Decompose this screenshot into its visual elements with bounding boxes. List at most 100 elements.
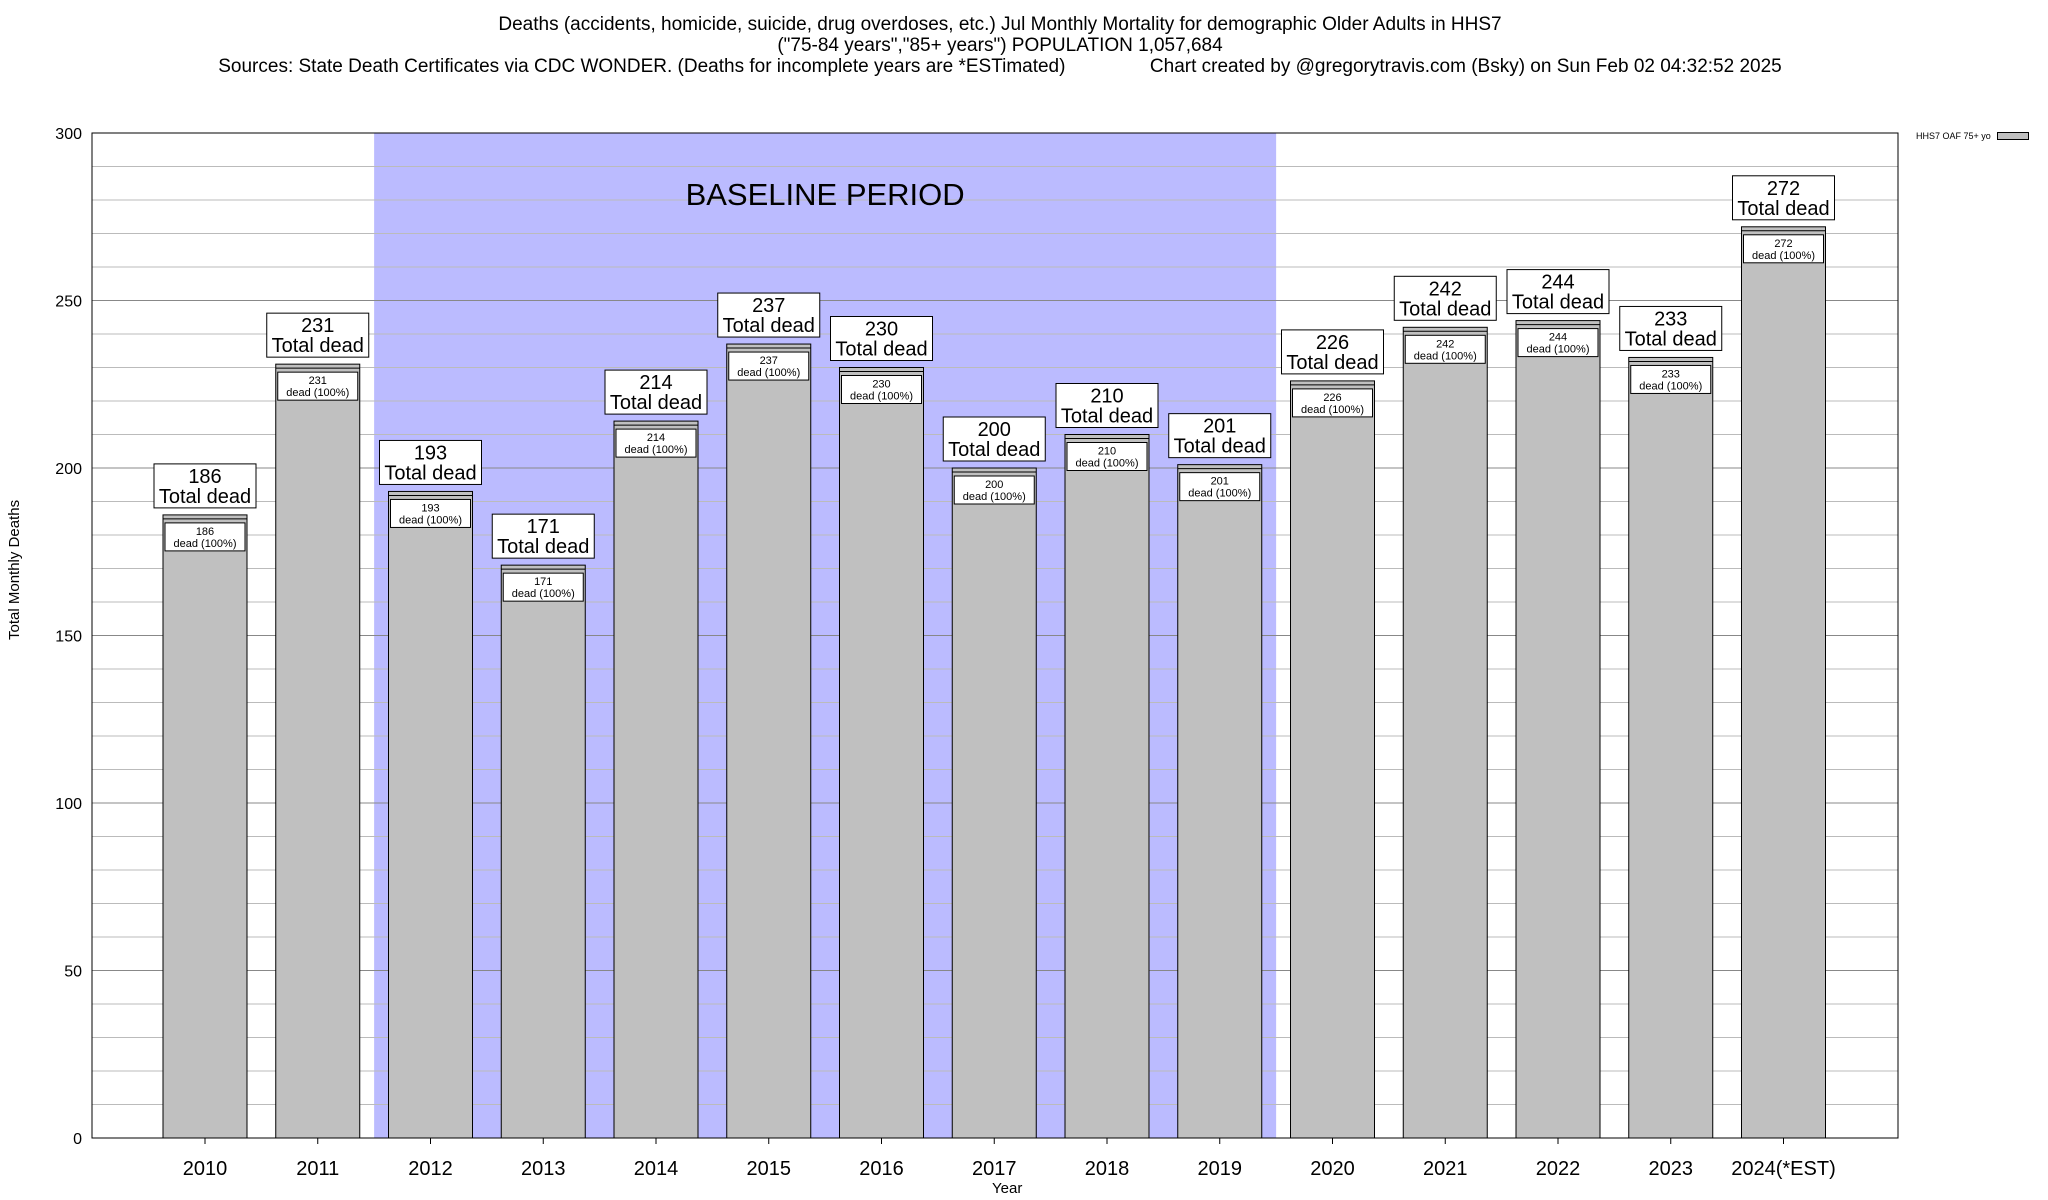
bar <box>1515 320 1601 1139</box>
bar <box>275 363 361 1139</box>
inner-value-label: 230 <box>872 379 890 391</box>
total-value-label: 244 <box>1541 272 1574 294</box>
total-dead-label: Total dead <box>1286 352 1378 374</box>
total-dead-label: Total dead <box>272 335 364 357</box>
y-tick-label: 250 <box>55 294 82 311</box>
bar <box>1064 434 1150 1139</box>
total-label-box <box>1168 413 1272 459</box>
total-label-box <box>604 369 708 415</box>
total-value-label: 231 <box>301 315 334 337</box>
y-tick-label: 200 <box>55 461 82 478</box>
total-value-label: 237 <box>752 295 785 317</box>
inner-value-label: 272 <box>1774 238 1792 250</box>
bar <box>1402 326 1488 1139</box>
total-label-box <box>266 312 370 358</box>
title-line-3: Sources: State Death Certificates via CD… <box>218 56 1782 77</box>
total-label-box <box>379 439 482 485</box>
total-dead-label: Total dead <box>610 392 702 414</box>
inner-label-box <box>390 498 471 528</box>
total-dead-label: Total dead <box>159 486 251 508</box>
bar <box>951 467 1037 1139</box>
legend: HHS7 OAF 75+ yo <box>1916 131 2029 141</box>
y-tick-label: 0 <box>73 1131 82 1148</box>
inner-percent-label: dead (100%) <box>1752 250 1815 262</box>
inner-value-label: 210 <box>1098 446 1116 458</box>
x-tick-label: 2013 <box>521 1158 566 1180</box>
inner-percent-label: dead (100%) <box>1414 350 1477 362</box>
inner-value-label: 237 <box>760 355 778 367</box>
baseline-label: BASELINE PERIOD <box>686 177 965 212</box>
inner-label-box <box>1630 364 1712 394</box>
x-tick-label: 2023 <box>1649 1158 1694 1180</box>
inner-label-box <box>953 475 1035 505</box>
total-label-box <box>1732 175 1835 221</box>
total-label-box <box>1506 269 1610 315</box>
inner-label-box <box>277 371 359 401</box>
total-dead-label: Total dead <box>384 462 476 484</box>
legend-label: HHS7 OAF 75+ yo <box>1916 131 1991 141</box>
y-axis-label: Total Monthly Deaths <box>6 499 23 640</box>
total-value-label: 272 <box>1767 178 1800 200</box>
y-tick-label: 100 <box>55 796 82 813</box>
total-label-box <box>491 513 595 559</box>
bar <box>726 343 812 1139</box>
total-label-box <box>942 416 1046 462</box>
total-label-box <box>1281 329 1384 375</box>
inner-value-label: 226 <box>1323 392 1341 404</box>
inner-label-box <box>1404 334 1486 364</box>
inner-percent-label: dead (100%) <box>1527 344 1590 356</box>
inner-percent-label: dead (100%) <box>512 588 575 600</box>
inner-percent-label: dead (100%) <box>174 538 237 550</box>
legend-swatch <box>1996 132 2029 140</box>
x-tick-label: 2019 <box>1198 1158 1243 1180</box>
x-axis-label: Year <box>992 1180 1023 1197</box>
x-tick-label: 2014 <box>634 1158 679 1180</box>
inner-label-box <box>502 572 584 602</box>
inner-label-box <box>1179 472 1261 502</box>
inner-value-label: 244 <box>1549 332 1567 344</box>
chart-title: Deaths (accidents, homicide, suicide, dr… <box>0 14 2000 77</box>
inner-value-label: 186 <box>196 526 214 538</box>
total-value-label: 193 <box>414 442 447 464</box>
inner-percent-label: dead (100%) <box>850 391 913 403</box>
x-tick-label: 2010 <box>183 1158 228 1180</box>
inner-value-label: 242 <box>1436 338 1454 350</box>
title-line-1: Deaths (accidents, homicide, suicide, dr… <box>498 14 1502 35</box>
total-value-label: 186 <box>188 466 221 488</box>
total-label-box <box>717 292 821 338</box>
inner-percent-label: dead (100%) <box>1301 404 1364 416</box>
bar <box>839 367 924 1139</box>
total-label-box <box>153 463 257 509</box>
total-value-label: 201 <box>1203 416 1236 438</box>
bar <box>388 490 473 1139</box>
bar <box>1290 380 1375 1139</box>
total-dead-label: Total dead <box>1737 198 1829 220</box>
inner-percent-label: dead (100%) <box>625 444 688 456</box>
total-dead-label: Total dead <box>948 439 1040 461</box>
total-value-label: 214 <box>639 372 672 394</box>
total-value-label: 210 <box>1090 386 1123 408</box>
inner-label-box <box>1292 388 1373 418</box>
bar <box>162 514 248 1139</box>
inner-label-box <box>1066 442 1148 471</box>
x-tick-label: 2021 <box>1423 1158 1468 1180</box>
x-tick-label: 2016 <box>859 1158 904 1180</box>
inner-value-label: 171 <box>534 576 552 588</box>
inner-percent-label: dead (100%) <box>399 514 462 526</box>
inner-label-box <box>164 522 246 552</box>
title-line-2: ("75-84 years","85+ years") POPULATION 1… <box>777 35 1223 56</box>
x-tick-label: 2012 <box>408 1158 453 1180</box>
total-label-box <box>1055 383 1159 428</box>
y-tick-label: 50 <box>64 964 82 981</box>
inner-label-box <box>615 428 697 458</box>
x-tick-label: 2011 <box>296 1158 339 1180</box>
inner-label-box <box>1743 234 1824 264</box>
x-tick-label: 2018 <box>1085 1158 1130 1180</box>
bar <box>1177 464 1263 1139</box>
total-dead-label: Total dead <box>1625 328 1717 350</box>
bar <box>1628 356 1714 1139</box>
total-label-box <box>1619 305 1723 351</box>
total-dead-label: Total dead <box>497 536 589 558</box>
x-tick-label: 2017 <box>972 1158 1017 1180</box>
